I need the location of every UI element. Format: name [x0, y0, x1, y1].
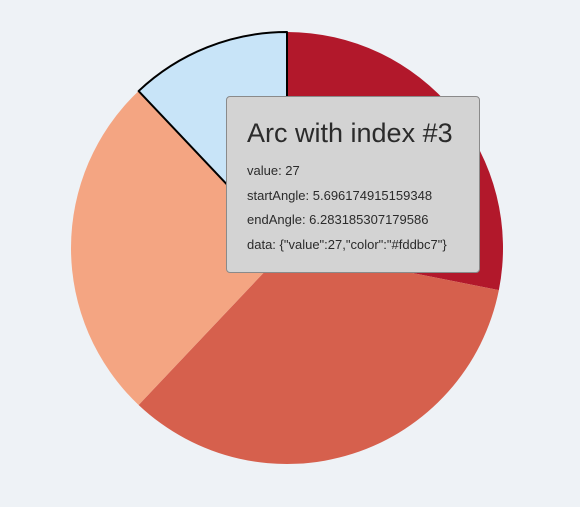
- tooltip-end-angle: endAngle: 6.283185307179586: [247, 212, 429, 227]
- tooltip-data: data: {"value":27,"color":"#fddbc7"}: [247, 236, 447, 252]
- pie-slice-1[interactable]: [138, 248, 499, 464]
- arc-tooltip: Arc with index #3 value: 27 startAngle: …: [226, 96, 480, 273]
- pie-slice-2[interactable]: [70, 91, 287, 405]
- tooltip-title: Arc with index #3: [247, 118, 453, 148]
- tooltip-start-angle: startAngle: 5.696174915159348: [247, 187, 433, 203]
- tooltip-value: value: 27: [247, 163, 300, 178]
